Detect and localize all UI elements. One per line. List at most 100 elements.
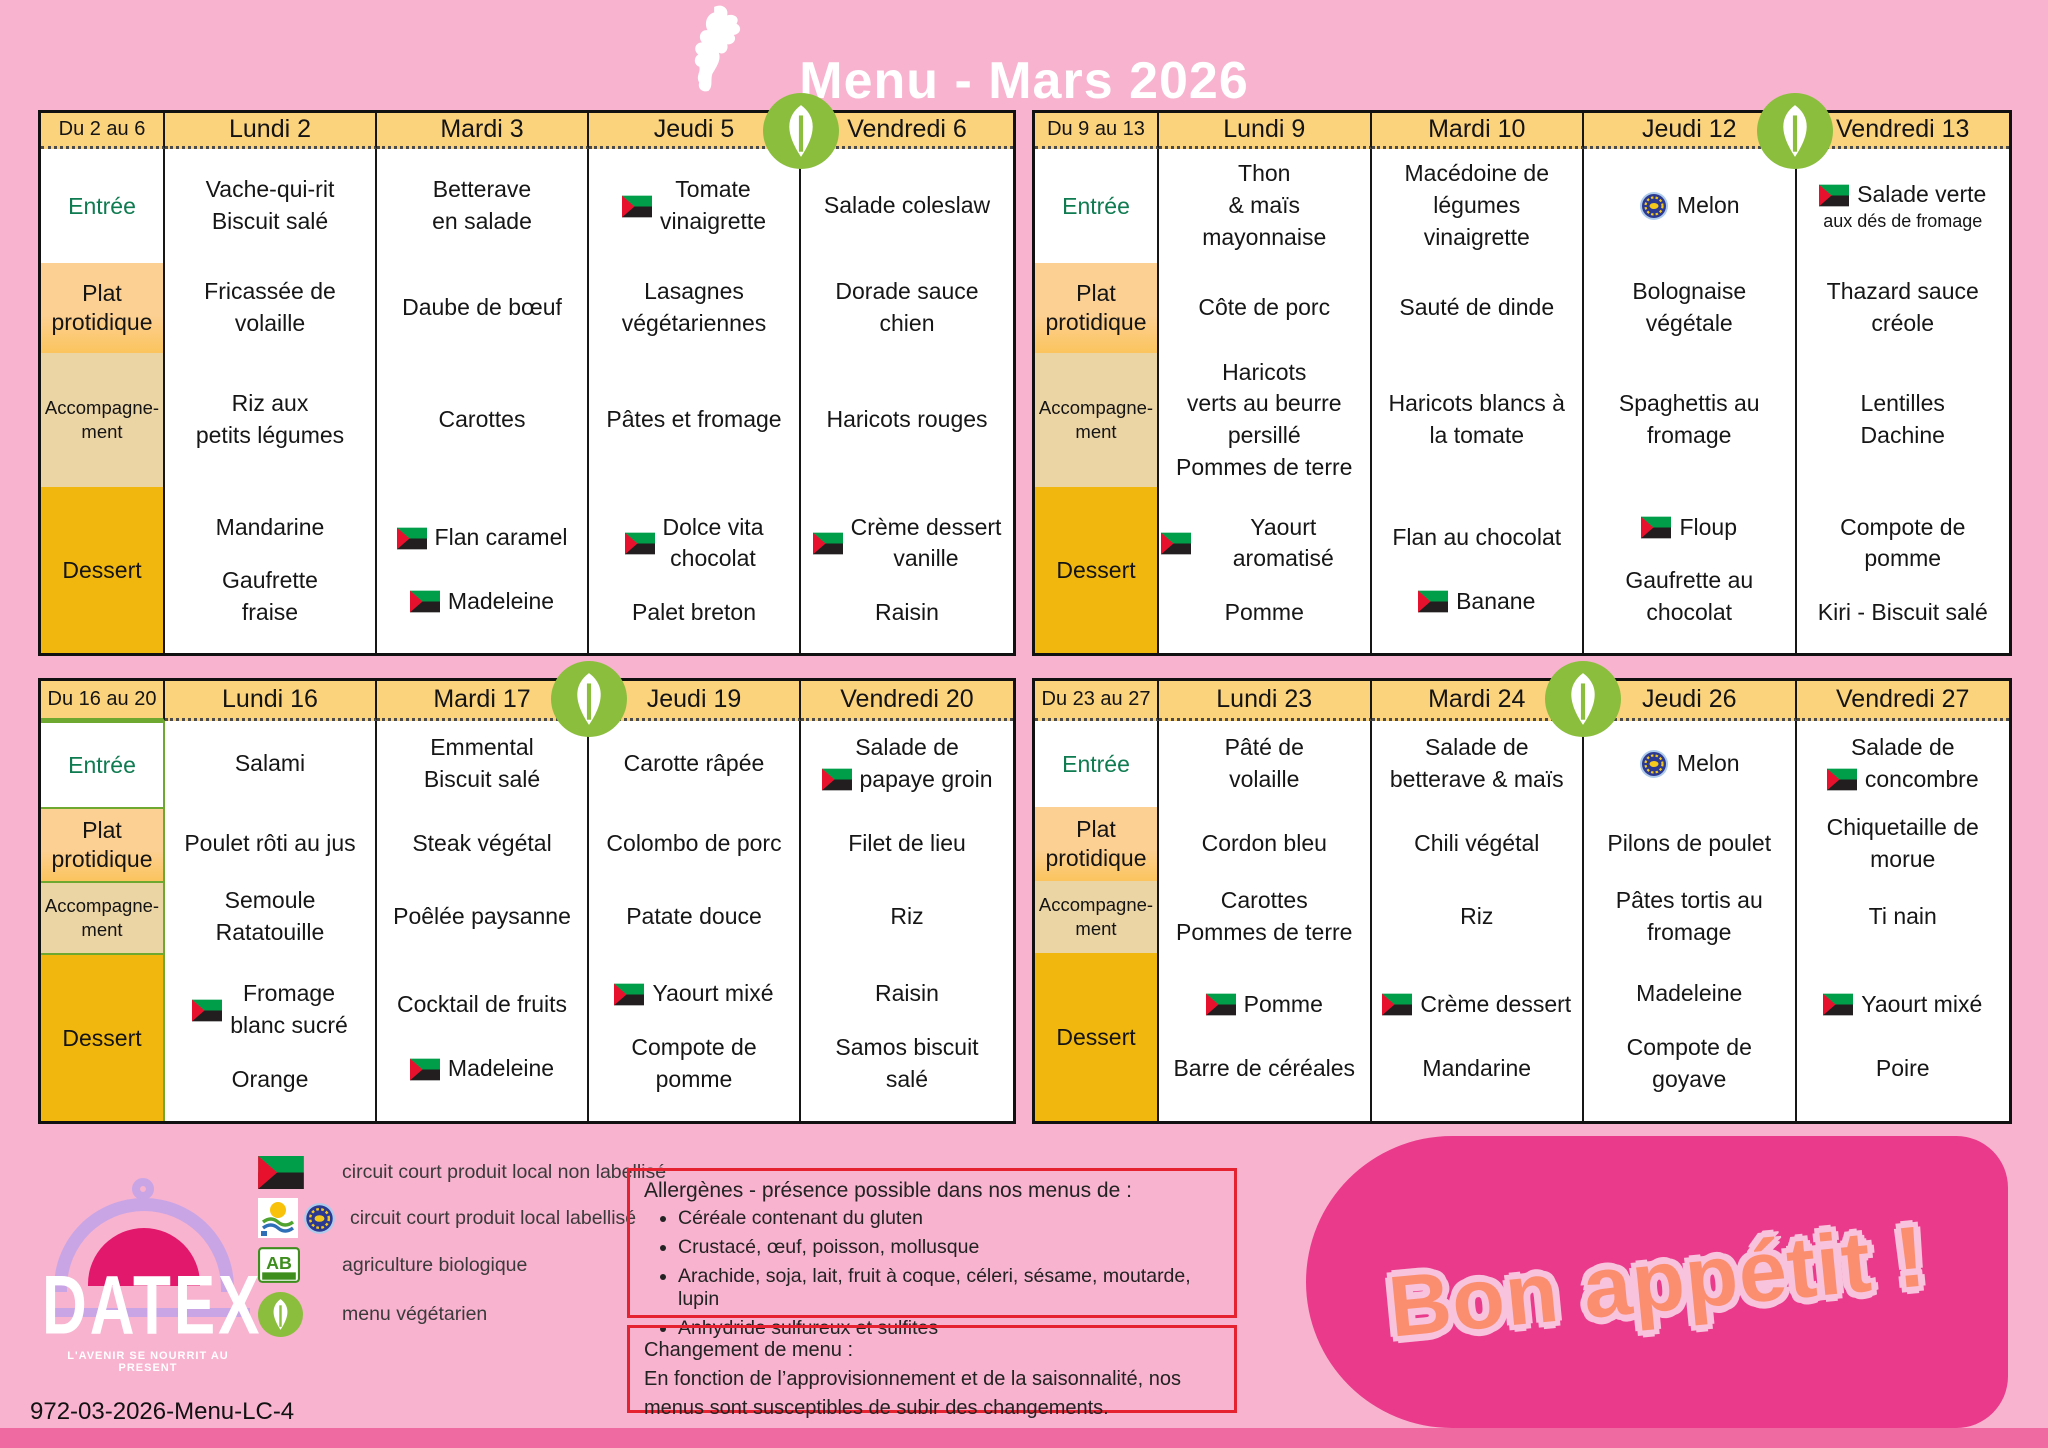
menu-cell: Dolce vita chocolat Palet breton <box>589 487 801 653</box>
menu-item-text: Sauté de dinde <box>1399 294 1555 321</box>
menu-cell: Compote de pomme Kiri - Biscuit salé <box>1797 487 2010 653</box>
menu-item: Kiri - Biscuit salé <box>1818 597 1988 629</box>
menu-item-text: Poêlée paysanne <box>393 903 571 930</box>
menu-cell: Madeleine Compote de goyave <box>1584 953 1797 1121</box>
menu-item-text: Melon <box>1676 750 1740 777</box>
row-label-accomp: Accompagne- ment <box>1035 353 1159 487</box>
flag-icon <box>1819 184 1850 207</box>
menu-cell: Melon <box>1584 721 1797 807</box>
menu-item-text: Pâtes tortis au fromage <box>1615 887 1763 945</box>
menu-item: Emmental Biscuit salé <box>424 732 540 795</box>
menu-item-text: Melon <box>1676 192 1740 219</box>
legend-item-bio: AB agriculture biologique <box>258 1247 738 1283</box>
menu-item-text: Mandarine <box>215 513 325 540</box>
menu-item-text: Pâté de volaille <box>1224 734 1304 792</box>
menu-item-text: Salade de <box>1850 734 1955 761</box>
menu-item-text: Colombo de porc <box>606 830 782 857</box>
menu-item-text: Côte de porc <box>1198 294 1331 321</box>
menu-item-text: Betterave en salade <box>432 176 532 234</box>
menu-change-title: Changement de menu : <box>644 1339 854 1361</box>
menu-item: Mandarine <box>216 512 325 544</box>
menu-cell: Salade de betterave & maïs <box>1372 721 1584 807</box>
menu-item: Dolce vita chocolat <box>624 512 763 575</box>
menu-change-box: Changement de menu : En fonction de l’ap… <box>627 1325 1237 1419</box>
flag-icon <box>614 983 645 1006</box>
menu-item: Crème dessert vanille <box>812 512 1001 575</box>
menu-item-text: Salade de <box>855 734 959 761</box>
page-title: Menu - Mars 2026 <box>799 51 1249 110</box>
menu-cell: Crème dessert vanille Raisin <box>801 487 1013 653</box>
menu-item-text: Madeleine <box>447 1055 555 1082</box>
menu-item-text: Pilons de poulet <box>1607 830 1772 857</box>
menu-item-text: Emmental Biscuit salé <box>423 734 541 792</box>
menu-item: Banane <box>1418 586 1535 618</box>
menu-cell: Salade coleslaw <box>801 149 1013 263</box>
menu-item: Salade coleslaw <box>824 190 990 222</box>
menu-item-text: Riz <box>890 903 924 930</box>
menu-item: Raisin <box>875 978 939 1010</box>
menu-item: Pilons de poulet <box>1607 828 1771 860</box>
menu-item: Riz aux petits légumes <box>196 388 344 451</box>
ab-organic-icon: AB <box>258 1247 328 1283</box>
menu-cell: Haricots verts au beurre persillé Pommes… <box>1159 353 1372 487</box>
week-table-4: Du 23 au 27 Lundi 23 Mardi 24 Jeudi 26 Vendr… <box>1032 661 2012 1124</box>
row-label-accomp: Accompagne- ment <box>41 353 165 487</box>
menu-item-text: Salade de betterave & maïs <box>1389 734 1564 792</box>
menu-item: Pâté de volaille <box>1225 732 1304 795</box>
menu-cell: Salami <box>165 721 377 807</box>
legend-label: circuit court produit local labellisé <box>350 1206 637 1229</box>
allergens-title: Allergènes - présence possible dans nos … <box>644 1179 1132 1202</box>
menu-item: Filet de lieu <box>848 828 966 860</box>
menu-item: Salade de papaye groin <box>821 732 993 795</box>
menu-item: Riz <box>890 901 923 933</box>
day-header: Mardi 10 <box>1371 113 1584 149</box>
row-label-accomp: Accompagne- ment <box>41 881 165 953</box>
menu-item-text: Steak végétal <box>412 830 552 857</box>
menu-cell: Flan au chocolat Banane <box>1372 487 1584 653</box>
menu-item: Carottes <box>439 404 526 436</box>
menu-item: Riz <box>1460 901 1493 933</box>
row-label-accomp: Accompagne- ment <box>1035 881 1159 953</box>
menu-item-text: Orange <box>231 1066 309 1092</box>
menu-cell: Emmental Biscuit salé <box>377 721 589 807</box>
allergens-box: Allergènes - présence possible dans nos … <box>627 1168 1237 1339</box>
flag-icon <box>1826 768 1857 791</box>
menu-item-text: Palet breton <box>631 598 757 625</box>
menu-cell: Poulet rôti au jus <box>165 807 377 881</box>
veg-leaf-icon <box>763 93 839 169</box>
bon-appetit-blob: Bon appétit ! <box>1306 1136 2008 1428</box>
menu-item-text: Riz aux petits légumes <box>195 390 345 448</box>
menu-item: Pâtes tortis au fromage <box>1616 885 1763 948</box>
row-label-dessert: Dessert <box>41 487 165 653</box>
menu-item: Orange <box>232 1064 309 1096</box>
menu-item: Salade de concombre <box>1826 732 1979 795</box>
menu-cell: Filet de lieu <box>801 807 1013 881</box>
menu-item-text: Poire <box>1875 1055 1930 1082</box>
menu-cell: Pâtes tortis au fromage <box>1584 881 1797 953</box>
menu-item: Palet breton <box>632 597 756 629</box>
menu-item: Chili végétal <box>1414 828 1539 860</box>
menu-cell: Pilons de poulet <box>1584 807 1797 881</box>
menu-cell: Riz <box>1372 881 1584 953</box>
menu-cell: Riz <box>801 881 1013 953</box>
menu-cell: Poêlée paysanne <box>377 881 589 953</box>
menu-item-text: Haricots rouges <box>826 406 988 433</box>
menu-item: Patate douce <box>626 901 762 933</box>
menu-item: Salade verte aux dés de fromage <box>1819 179 1986 232</box>
legend-item-vegetarien: menu végétarien <box>258 1292 738 1337</box>
menu-item-text: Ti nain <box>1868 903 1937 930</box>
menu-item-text: Fricassée de volaille <box>204 278 336 336</box>
menu-item-text: Banane <box>1456 588 1536 615</box>
datex-wordmark: DATEX <box>42 1259 263 1353</box>
menu-item: Ti nain <box>1869 901 1937 933</box>
menu-item: Salami <box>235 748 305 780</box>
row-label-plat: Plat protidique <box>1035 263 1159 353</box>
menu-item-text: Gaufrette au chocolat <box>1625 566 1754 625</box>
menu-item: Cordon bleu <box>1202 828 1327 860</box>
row-label-entree: Entrée <box>1035 721 1159 807</box>
menu-item-text: Carottes <box>438 406 526 433</box>
menu-item: Semoule Ratatouille <box>216 885 325 948</box>
menu-item: Pomme <box>1205 989 1323 1021</box>
menu-item-text: Salade coleslaw <box>823 192 991 219</box>
